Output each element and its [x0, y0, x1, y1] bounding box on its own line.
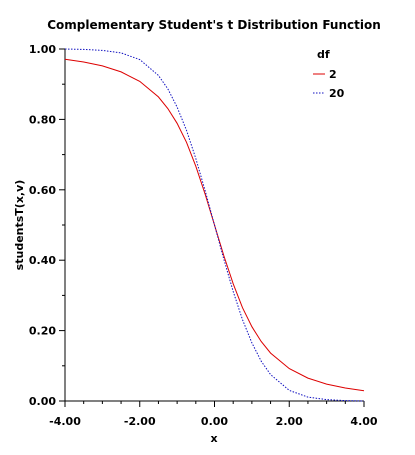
x-tick-label: 2.00: [276, 415, 303, 428]
y-tick-label: 1.00: [29, 43, 56, 56]
ticks: [59, 48, 365, 407]
x-axis-label: x: [210, 432, 217, 445]
series-layer: [64, 48, 365, 402]
x-tick-label: 0.00: [201, 415, 228, 428]
tick-labels: 0.00 0.20 0.40 0.60 0.80 1.00 -4.00 -2.00 0.00 2.…: [29, 43, 378, 428]
x-tick-label: -2.00: [124, 415, 156, 428]
y-tick-label: 0.20: [29, 325, 56, 338]
legend-label-df-2: 2: [329, 68, 337, 81]
legend-items: 220: [313, 68, 345, 100]
y-axis-label: studentsT(x,v): [13, 180, 26, 271]
series-line-df-20: [64, 48, 365, 402]
y-tick-label: 0.00: [29, 395, 56, 408]
legend-label-df-20: 20: [329, 87, 345, 100]
legend-title: df: [317, 48, 330, 61]
x-tick-label: 4.00: [350, 415, 377, 428]
legend: df 220: [313, 48, 345, 100]
y-tick-label: 0.60: [29, 184, 56, 197]
y-tick-label: 0.40: [29, 254, 56, 267]
y-tick-label: 0.80: [29, 113, 56, 126]
chart-title: Complementary Student's t Distribution F…: [47, 18, 381, 32]
x-tick-label: -4.00: [49, 415, 81, 428]
